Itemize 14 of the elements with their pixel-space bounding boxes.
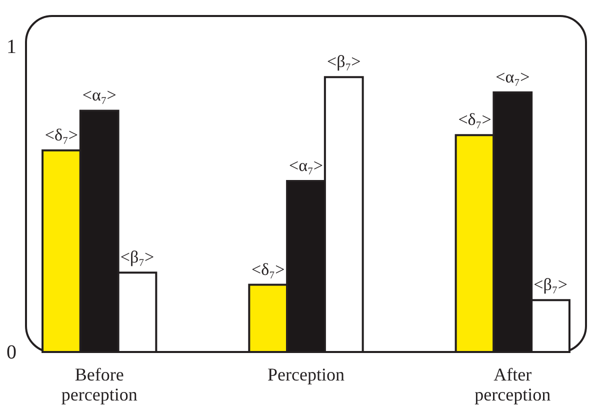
x-tick-label: Perception — [268, 364, 344, 384]
series-label: <δ₇> — [44, 125, 78, 144]
text: <β₇> — [534, 275, 568, 294]
y-tick-label: 0 — [6, 342, 16, 364]
x-tick-label: After perception — [474, 364, 551, 404]
text: <β₇> — [327, 52, 361, 72]
series-label: <β₇> — [120, 248, 154, 267]
text: <α₇> — [496, 67, 530, 86]
text: <α₇> — [288, 156, 324, 175]
text: <δ₇> — [252, 260, 285, 279]
series-label: <α₇> — [82, 86, 116, 105]
x-tick-label: Before perception — [61, 364, 138, 404]
y-tick-label: 1 — [6, 36, 16, 58]
text: <δ₇> — [458, 110, 492, 130]
